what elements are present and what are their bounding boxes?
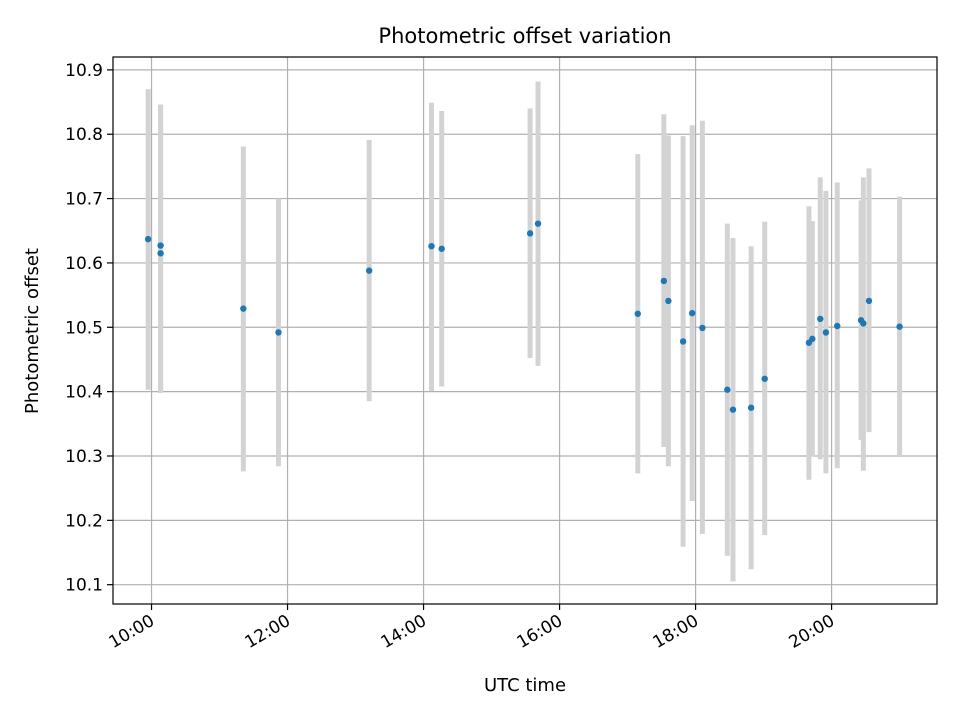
x-axis-label: UTC time (484, 675, 566, 696)
data-point (822, 329, 830, 336)
y-axis-ticks: 10.1 10.2 10.3 10.4 10.5 10.6 10.7 10.8 10.9 (65, 61, 113, 596)
data-point (688, 309, 696, 317)
data-point (865, 297, 873, 305)
x-tick-label: 10:00 (106, 611, 158, 653)
data-point (729, 406, 737, 413)
data-point (634, 310, 641, 317)
data-point (365, 267, 373, 274)
data-point (860, 320, 867, 327)
y-tick-label: 10.5 (65, 318, 103, 338)
x-tick-label: 14:00 (378, 611, 430, 653)
y-tick-label: 10.3 (65, 447, 103, 467)
data-point (275, 329, 282, 336)
data-point (144, 235, 152, 243)
data-point (660, 277, 668, 285)
data-point (526, 230, 534, 237)
grid (113, 57, 937, 604)
y-tick-label: 10.4 (65, 383, 103, 403)
data-point (438, 245, 445, 252)
data-point (747, 404, 755, 411)
x-axis-ticks: 10:00 12:00 14:00 16:00 18:00 20:00 (106, 604, 838, 653)
data-point (724, 386, 731, 393)
data-point (809, 335, 816, 343)
data-point (240, 305, 247, 312)
plot-frame (112, 56, 938, 605)
data-point (817, 315, 824, 323)
data-point (428, 242, 435, 250)
y-tick-label: 10.2 (65, 511, 103, 531)
data-point (157, 250, 164, 257)
data-point (834, 322, 841, 330)
data-point (896, 323, 903, 330)
x-tick-label: 18:00 (650, 611, 702, 653)
y-tick-label: 10.1 (65, 576, 103, 596)
y-tick-label: 10.6 (65, 254, 103, 274)
y-axis-label: Photometric offset (22, 248, 43, 414)
x-tick-label: 20:00 (786, 611, 838, 653)
data-point (665, 297, 672, 305)
x-tick-label: 16:00 (514, 611, 566, 653)
x-tick-label: 12:00 (242, 611, 294, 653)
data-points (144, 220, 903, 413)
data-point (761, 375, 768, 382)
chart-title: Photometric offset variation (378, 24, 671, 48)
data-point (679, 338, 687, 345)
y-tick-label: 10.7 (65, 190, 103, 210)
y-tick-label: 10.9 (65, 61, 103, 81)
data-point (534, 220, 542, 227)
data-point (157, 242, 164, 249)
y-tick-label: 10.8 (65, 125, 103, 145)
error-bars (145, 81, 903, 582)
data-point (699, 324, 706, 332)
